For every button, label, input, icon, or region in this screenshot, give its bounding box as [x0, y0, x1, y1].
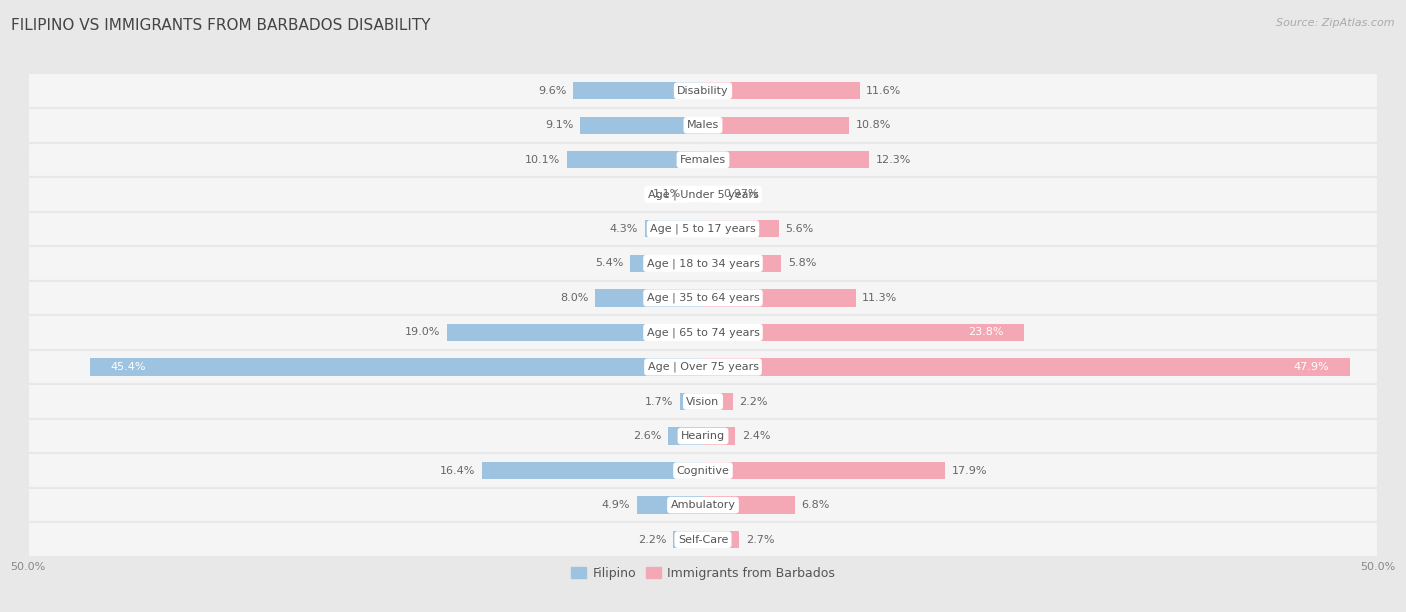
- Text: 5.6%: 5.6%: [786, 224, 814, 234]
- Text: Age | 35 to 64 years: Age | 35 to 64 years: [647, 293, 759, 303]
- Text: 2.7%: 2.7%: [747, 535, 775, 545]
- Text: 2.4%: 2.4%: [742, 431, 770, 441]
- Bar: [688, 185, 703, 203]
- Text: Disability: Disability: [678, 86, 728, 95]
- Text: 45.4%: 45.4%: [111, 362, 146, 372]
- Text: 2.6%: 2.6%: [633, 431, 661, 441]
- Text: 2.2%: 2.2%: [638, 535, 666, 545]
- Text: Age | Over 75 years: Age | Over 75 years: [648, 362, 758, 372]
- Bar: [673, 531, 703, 548]
- Text: 0.97%: 0.97%: [723, 189, 758, 200]
- Bar: [567, 151, 703, 168]
- Text: 4.9%: 4.9%: [602, 500, 630, 510]
- Legend: Filipino, Immigrants from Barbados: Filipino, Immigrants from Barbados: [571, 567, 835, 580]
- Text: 1.7%: 1.7%: [645, 397, 673, 406]
- Bar: [28, 419, 1378, 453]
- Text: Males: Males: [688, 120, 718, 130]
- Text: 5.8%: 5.8%: [787, 258, 817, 269]
- Text: 10.1%: 10.1%: [524, 155, 560, 165]
- Bar: [703, 359, 1350, 376]
- Text: 8.0%: 8.0%: [560, 293, 588, 303]
- Bar: [28, 523, 1378, 557]
- Text: 9.6%: 9.6%: [538, 86, 567, 95]
- Text: 6.8%: 6.8%: [801, 500, 830, 510]
- Text: 2.2%: 2.2%: [740, 397, 768, 406]
- Text: Females: Females: [681, 155, 725, 165]
- Text: 4.3%: 4.3%: [610, 224, 638, 234]
- Text: 12.3%: 12.3%: [876, 155, 911, 165]
- Text: 47.9%: 47.9%: [1294, 362, 1329, 372]
- Bar: [703, 393, 733, 410]
- Bar: [630, 255, 703, 272]
- Text: Self-Care: Self-Care: [678, 535, 728, 545]
- Bar: [595, 289, 703, 307]
- Bar: [703, 220, 779, 237]
- Bar: [28, 315, 1378, 349]
- Text: 10.8%: 10.8%: [855, 120, 891, 130]
- Bar: [28, 108, 1378, 143]
- Text: Age | 5 to 17 years: Age | 5 to 17 years: [650, 223, 756, 234]
- Bar: [28, 177, 1378, 212]
- Bar: [703, 82, 859, 99]
- Bar: [28, 246, 1378, 281]
- Bar: [703, 117, 849, 134]
- Bar: [703, 462, 945, 479]
- Bar: [28, 384, 1378, 419]
- Text: Cognitive: Cognitive: [676, 466, 730, 476]
- Bar: [574, 82, 703, 99]
- Bar: [447, 324, 703, 341]
- Text: FILIPINO VS IMMIGRANTS FROM BARBADOS DISABILITY: FILIPINO VS IMMIGRANTS FROM BARBADOS DIS…: [11, 18, 430, 34]
- Bar: [703, 427, 735, 445]
- Bar: [90, 359, 703, 376]
- Text: 23.8%: 23.8%: [969, 327, 1004, 337]
- Bar: [28, 453, 1378, 488]
- Bar: [703, 255, 782, 272]
- Bar: [28, 143, 1378, 177]
- Bar: [645, 220, 703, 237]
- Bar: [28, 212, 1378, 246]
- Text: 17.9%: 17.9%: [952, 466, 987, 476]
- Text: 11.3%: 11.3%: [862, 293, 897, 303]
- Text: Ambulatory: Ambulatory: [671, 500, 735, 510]
- Bar: [703, 151, 869, 168]
- Bar: [681, 393, 703, 410]
- Text: Age | 65 to 74 years: Age | 65 to 74 years: [647, 327, 759, 338]
- Text: 5.4%: 5.4%: [595, 258, 623, 269]
- Bar: [703, 496, 794, 513]
- Text: 19.0%: 19.0%: [405, 327, 440, 337]
- Bar: [703, 185, 716, 203]
- Bar: [703, 324, 1024, 341]
- Text: 16.4%: 16.4%: [440, 466, 475, 476]
- Text: 1.1%: 1.1%: [654, 189, 682, 200]
- Text: Age | 18 to 34 years: Age | 18 to 34 years: [647, 258, 759, 269]
- Bar: [581, 117, 703, 134]
- Text: 11.6%: 11.6%: [866, 86, 901, 95]
- Text: Vision: Vision: [686, 397, 720, 406]
- Text: 9.1%: 9.1%: [546, 120, 574, 130]
- Bar: [703, 531, 740, 548]
- Bar: [482, 462, 703, 479]
- Bar: [28, 281, 1378, 315]
- Bar: [668, 427, 703, 445]
- Bar: [28, 349, 1378, 384]
- Text: Hearing: Hearing: [681, 431, 725, 441]
- Bar: [637, 496, 703, 513]
- Bar: [28, 488, 1378, 523]
- Bar: [703, 289, 855, 307]
- Bar: [28, 73, 1378, 108]
- Text: Source: ZipAtlas.com: Source: ZipAtlas.com: [1277, 18, 1395, 28]
- Text: Age | Under 5 years: Age | Under 5 years: [648, 189, 758, 200]
